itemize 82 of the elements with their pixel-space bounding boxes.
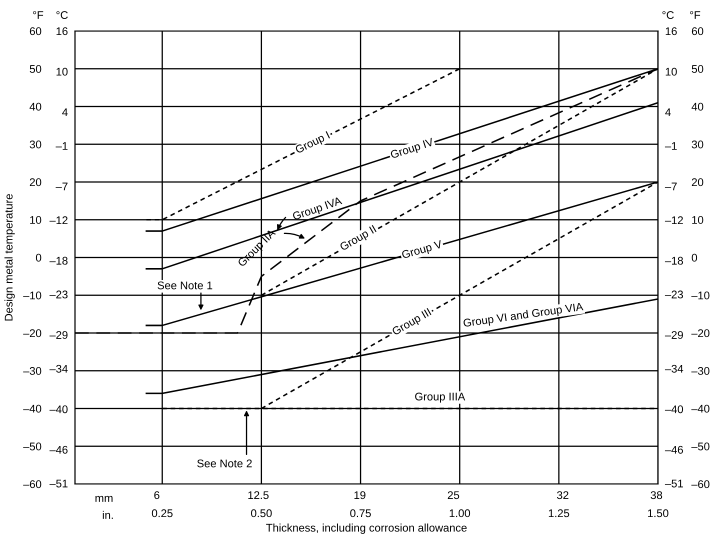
x-tick-label: 0.50: [251, 509, 272, 518]
x-tick-label: 1.00: [450, 509, 470, 518]
text: –7: [56, 182, 68, 190]
y2-tick-label: –40: [664, 405, 684, 414]
text: –20: [691, 329, 710, 338]
text: 16: [56, 27, 68, 36]
annotation: Group I: [294, 131, 331, 156]
text: –23: [50, 290, 68, 298]
x-tick-label: 1.50: [648, 509, 668, 518]
annotation: Group IV: [390, 138, 435, 161]
y2-tick-label: –23: [664, 290, 683, 298]
y-tick-label: 60: [30, 27, 42, 36]
x2-tick-label: 6: [154, 491, 160, 500]
y2-tick-label: –7: [664, 182, 677, 190]
text: 40: [692, 102, 704, 111]
text: –51: [50, 480, 68, 488]
x-tick-label: 0.75: [350, 509, 371, 518]
y-tick-label: –30: [23, 367, 42, 375]
x2-tick-label: 25: [448, 491, 460, 500]
text: in.: [102, 510, 113, 519]
text: °F: [690, 11, 700, 19]
text: °C: [56, 11, 68, 19]
y2-tick-label: –12: [664, 216, 683, 224]
text: –60: [691, 480, 710, 488]
y2-tick-label: –51: [664, 480, 683, 488]
text: 60: [692, 27, 704, 36]
x-tick-label: 0.25: [152, 509, 173, 518]
y2-tick-label: –29: [664, 331, 683, 339]
text: 0: [692, 254, 698, 262]
annotation: Group IIIA: [415, 392, 466, 403]
text: 10: [56, 68, 68, 76]
y-axis-title: Design metal temperature: [4, 194, 15, 321]
y2-tick-label: 16: [666, 27, 677, 36]
y-tick-label: 30: [30, 140, 42, 148]
y-tick-label: –40: [23, 404, 42, 413]
annotation: Group IVA: [292, 196, 344, 222]
x2-tick-label: 19: [354, 491, 366, 500]
y-tick-label: 20: [30, 178, 42, 186]
y-tick-label: –50: [23, 442, 42, 450]
text: 20: [692, 178, 704, 186]
annotation: See Note 2: [197, 460, 252, 468]
x2-tick-label: 32: [557, 491, 568, 500]
annotation: See Note 1: [158, 281, 212, 290]
text: –29: [50, 331, 68, 339]
text: –30: [691, 367, 710, 375]
x-axis-title: Thickness, including corrosion allowance: [266, 524, 467, 534]
y-tick-label: 50: [30, 65, 42, 73]
y2-tick-label: –18: [664, 256, 683, 265]
annotation: Group V: [401, 240, 444, 261]
annotation: Group III: [391, 308, 433, 338]
text: 50: [692, 65, 704, 73]
text: 30: [692, 140, 704, 148]
annotation: Group II: [339, 224, 378, 253]
text: –10: [691, 292, 710, 300]
text: °C: [662, 11, 674, 19]
text: –18: [50, 256, 68, 265]
text: °F: [33, 11, 44, 19]
text: –12: [50, 216, 68, 224]
y-tick-label: 0: [36, 254, 42, 262]
y-tick-label: 40: [30, 102, 42, 111]
text: –40: [691, 404, 710, 413]
text: –46: [50, 446, 68, 454]
text: mm: [95, 496, 113, 502]
text: –34: [50, 364, 68, 373]
y2-tick-label: 4: [665, 108, 671, 116]
x-tick-label: 1.25: [548, 509, 570, 518]
y2-tick-label: –1: [664, 142, 677, 150]
x2-tick-label: 12.5: [248, 491, 269, 500]
x2-tick-label: 38: [650, 491, 662, 500]
y-tick-label: –20: [23, 329, 42, 338]
y-tick-label: 10: [30, 216, 42, 224]
text: –1: [56, 142, 68, 150]
text: –50: [691, 442, 710, 450]
y2-tick-label: –34: [664, 364, 684, 373]
y-tick-label: –10: [23, 292, 42, 300]
annotation: Group VI and Group VIA: [463, 302, 584, 330]
text: 10: [692, 216, 704, 224]
text: –40: [50, 405, 68, 414]
y2-tick-label: 10: [666, 68, 677, 76]
text: 4: [62, 108, 68, 116]
y2-tick-label: –46: [664, 446, 683, 454]
y-tick-label: –60: [23, 480, 42, 488]
